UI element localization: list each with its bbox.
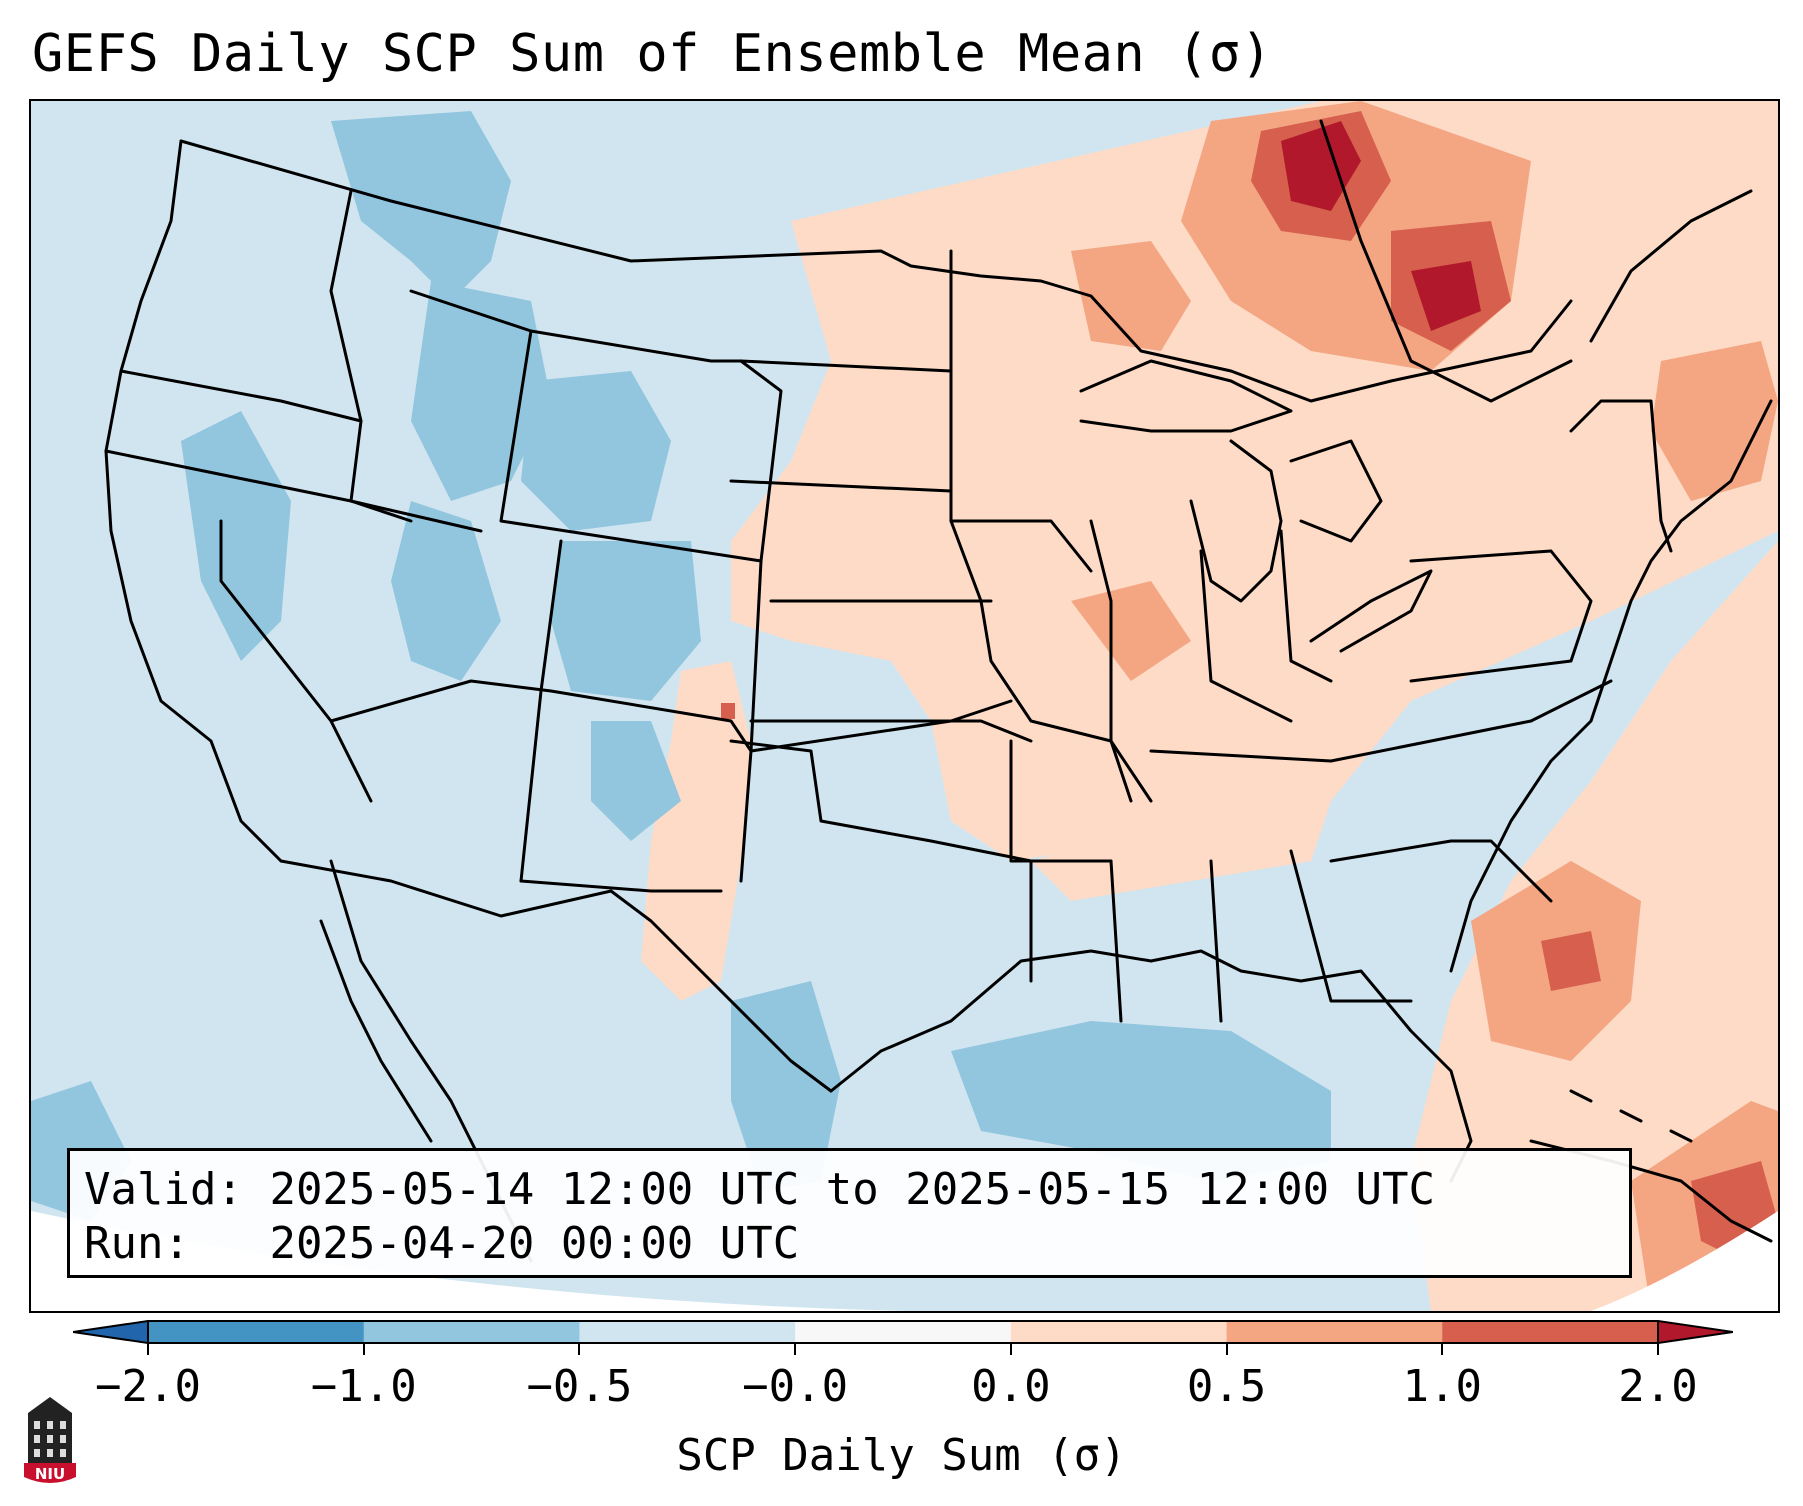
valid-run-info-box: Valid: 2025-05-14 12:00 UTC to 2025-05-1… xyxy=(67,1148,1632,1278)
valid-value: 2025-05-14 12:00 UTC to 2025-05-15 12:00… xyxy=(269,1164,1436,1215)
colorbar-tick-mark xyxy=(1009,1343,1012,1355)
state-il-in xyxy=(1089,519,1153,803)
state-in-oh xyxy=(1199,549,1293,723)
colorbar-label: SCP Daily Sum (σ) xyxy=(676,1430,1127,1481)
colorbar-tick-label: 1.0 xyxy=(1402,1361,1483,1412)
run-value: 2025-04-20 00:00 UTC xyxy=(269,1218,800,1269)
great-lakes-michigan xyxy=(1189,439,1283,603)
state-sc-nc xyxy=(1329,839,1553,903)
cool-region-mexico xyxy=(731,981,841,1191)
colorbar xyxy=(73,1320,1733,1344)
colorbar-tick-label: −2.0 xyxy=(95,1361,201,1412)
great-lakes-huron xyxy=(1289,439,1383,543)
state-az-nm xyxy=(519,879,723,893)
great-lakes-superior xyxy=(1079,359,1293,433)
colorbar-tick-label: 0.5 xyxy=(1186,1361,1267,1412)
colorbar-tick-mark xyxy=(362,1343,365,1355)
map-frame xyxy=(29,99,1780,1313)
colorbar-segment xyxy=(148,1321,365,1343)
run-label: Run: xyxy=(84,1218,190,1269)
state-mn xyxy=(949,249,1093,573)
logo-windows xyxy=(34,1421,66,1457)
state-pa-ny xyxy=(1409,549,1593,683)
cool-region-gulf xyxy=(951,1021,1331,1181)
state-sd-ne xyxy=(729,479,953,493)
gulf-coast xyxy=(829,949,1473,1183)
warm-region-midsouth xyxy=(1031,801,1331,901)
colorbar-extend-high xyxy=(1657,1320,1733,1344)
logo-shield xyxy=(24,1463,76,1483)
colorbar-tick-label: 0.0 xyxy=(971,1361,1051,1412)
colorbar-segment xyxy=(1010,1321,1228,1343)
colorbar-segment xyxy=(1226,1321,1443,1343)
west-coast xyxy=(104,139,283,863)
colorbar-segment xyxy=(579,1321,796,1343)
moderate-region-new-england xyxy=(1651,341,1778,501)
colorbar-outline xyxy=(147,1320,1659,1344)
cool-region-california xyxy=(181,411,291,661)
colorbar-tick-mark xyxy=(1657,1343,1659,1355)
state-ms-al-ga xyxy=(1109,849,1413,1023)
cool-region-northwest xyxy=(331,111,511,301)
colorbar-tick-label: −0.0 xyxy=(742,1361,849,1412)
great-lakes-erie xyxy=(1309,569,1433,653)
niu-logo: NIU xyxy=(24,1397,76,1483)
cool-region-colorado xyxy=(551,541,701,701)
page-title: GEFS Daily SCP Sum of Ensemble Mean (σ) xyxy=(32,24,1273,84)
state-ut-co xyxy=(519,539,563,883)
warm-region-front-range xyxy=(641,661,751,1001)
colorbar-segment xyxy=(795,1321,1012,1343)
baja-peninsula xyxy=(319,919,433,1143)
colorbar-segment xyxy=(363,1321,580,1343)
state-ca-nv xyxy=(219,519,373,803)
colorbar-tick-label: 2.0 xyxy=(1618,1361,1698,1412)
colorbar-tick-label: −1.0 xyxy=(310,1361,417,1412)
colorbar-tick-mark xyxy=(1441,1343,1444,1355)
boundaries xyxy=(104,119,1773,1263)
state-mt-wy xyxy=(409,289,743,363)
colorbar-tick-mark xyxy=(794,1343,797,1355)
state-id xyxy=(329,189,483,533)
positive-anomaly-regions xyxy=(641,101,1778,1311)
logo-text: NIU xyxy=(35,1465,65,1483)
extreme-cell-colorado xyxy=(721,703,735,719)
state-ky-tn xyxy=(1149,679,1613,763)
moderate-region-ontario xyxy=(1071,241,1191,351)
cool-region-wyoming xyxy=(521,371,671,531)
extreme-region-hudson xyxy=(1281,121,1361,211)
state-oh-pa xyxy=(1279,529,1333,683)
cool-region-idaho xyxy=(411,281,551,501)
domain-edge-left xyxy=(31,1211,911,1311)
colorbar-tick-mark xyxy=(578,1343,581,1355)
state-ks-ok xyxy=(749,719,1033,743)
colorbar-tick-label: −0.5 xyxy=(526,1361,633,1412)
state-tx-ok xyxy=(729,739,1033,983)
hudson-coast xyxy=(1319,119,1573,403)
state-wa-or xyxy=(119,369,363,423)
colorbar-tick-mark xyxy=(147,1343,149,1355)
quebec-coast xyxy=(1589,189,1753,343)
state-ia-mo xyxy=(949,519,1133,803)
extreme-region-quebec xyxy=(1411,261,1481,331)
state-co-ks xyxy=(739,559,763,883)
logo-tower-roof xyxy=(28,1397,72,1413)
domain-edge-right xyxy=(1591,1211,1778,1311)
colorbar-extend-low xyxy=(73,1320,149,1344)
colorbar-segments xyxy=(148,1321,1659,1343)
negative-anomaly-regions xyxy=(31,111,1331,1221)
us-canada-border xyxy=(179,139,1573,403)
warm-region-central xyxy=(731,101,1778,861)
colorbar-tick-mark xyxy=(1225,1343,1228,1355)
map-svg xyxy=(31,101,1778,1311)
moderate-region-lakes xyxy=(1071,581,1191,681)
state-mo-ar xyxy=(1009,739,1113,863)
cool-region-utah xyxy=(391,501,501,681)
cool-region-newmexico xyxy=(591,721,681,841)
mexico-border xyxy=(279,859,833,1093)
valid-label: Valid: xyxy=(84,1164,243,1215)
state-ny-ne xyxy=(1569,399,1673,553)
colorbar-segment xyxy=(1442,1321,1659,1343)
bahamas xyxy=(1569,1089,1693,1143)
strong-region-atlantic xyxy=(1541,931,1601,991)
